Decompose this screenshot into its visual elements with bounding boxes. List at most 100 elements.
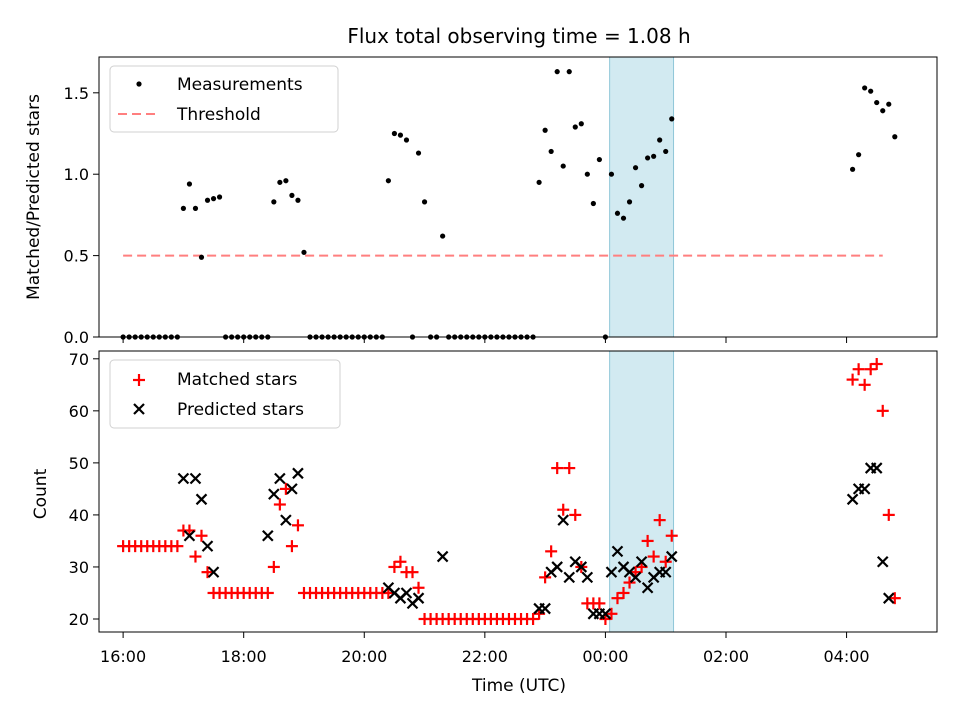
measurement-point: [566, 69, 572, 75]
predicted-star-point: [581, 571, 594, 584]
matched-star-point: [876, 404, 889, 417]
predicted-star-point: [400, 587, 413, 599]
matched-star-point: [653, 514, 666, 527]
matched-star-point: [273, 498, 286, 511]
matched-star-point: [394, 555, 407, 568]
matched-star-point: [201, 566, 214, 579]
matched-star-point: [267, 560, 280, 573]
matched-star-point: [882, 508, 895, 521]
bottom-y-ticks: 20 30 40 50 60 70: [69, 350, 99, 629]
legend-marker-measurements: [136, 81, 142, 87]
x-tick-label: 04:00: [824, 647, 870, 666]
y-tick-label: 70: [69, 350, 89, 369]
x-tick-label: 18:00: [221, 647, 267, 666]
matched-star-point: [261, 586, 274, 599]
predicted-star-point: [436, 550, 449, 563]
count-points: [117, 358, 901, 625]
measurement-point: [210, 196, 217, 202]
matched-star-point: [291, 519, 304, 532]
y-tick-label: 1.0: [64, 165, 89, 184]
matched-star-point: [527, 612, 540, 625]
measurement-point: [596, 156, 602, 163]
measurement-point: [301, 249, 307, 255]
bottom-legend: Matched stars Predicted stars: [109, 359, 341, 429]
matched-star-point: [846, 373, 859, 386]
matched-star-point: [870, 358, 883, 371]
matched-star-point: [647, 550, 660, 563]
predicted-star-point: [412, 592, 425, 604]
predicted-star-point: [605, 566, 618, 578]
x-tick-label: 20:00: [341, 647, 387, 666]
legend-label-measurements: Measurements: [177, 75, 303, 95]
predicted-star-point: [207, 566, 220, 578]
measurement-point: [421, 199, 428, 205]
predicted-star-point: [189, 472, 202, 485]
matched-star-point: [605, 607, 618, 620]
predicted-star-point: [563, 571, 576, 584]
measurement-point: [620, 215, 627, 221]
predicted-star-point: [201, 540, 214, 552]
bottom-xlabel: Time (UTC): [471, 676, 566, 696]
measurement-point: [886, 101, 892, 107]
measurement-point: [608, 171, 615, 177]
top-x-ticks: [122, 337, 848, 343]
measurement-point: [638, 183, 645, 189]
predicted-star-point: [635, 555, 648, 568]
measurement-point: [440, 233, 446, 239]
measurement-point: [614, 210, 621, 216]
y-tick-label: 50: [69, 454, 89, 473]
measurement-point: [204, 197, 211, 203]
predicted-star-point: [870, 462, 883, 474]
predicted-star-point: [599, 608, 612, 620]
matched-star-point: [659, 555, 672, 568]
predicted-star-point: [557, 514, 569, 526]
matched-star-point: [665, 529, 678, 542]
predicted-star-point: [611, 545, 624, 558]
measurement-point: [554, 69, 560, 75]
matched-star-point: [864, 363, 877, 376]
matched-star-point: [545, 545, 558, 558]
predicted-star-point: [876, 555, 889, 568]
measurement-point: [295, 197, 301, 203]
bottom-panel: 20 30 40 50 60 70 16:00 18:00 20:00 22:00 00:00 02…: [31, 350, 938, 696]
measurement-point: [578, 121, 584, 127]
predicted-star-point: [882, 592, 895, 604]
measurement-point: [397, 132, 404, 138]
legend-marker-matched: [133, 374, 145, 386]
measurement-point: [880, 108, 886, 114]
matched-star-point: [641, 534, 654, 547]
matched-star-point: [888, 592, 901, 605]
predicted-star-point: [659, 566, 672, 578]
y-tick-label: 20: [69, 610, 89, 629]
measurement-point: [542, 127, 548, 133]
matched-star-point: [551, 462, 564, 475]
predicted-star-point: [274, 472, 286, 485]
measurement-point: [669, 116, 675, 122]
measurement-point: [892, 134, 898, 140]
bottom-shaded-span: [609, 350, 675, 633]
top-ylabel: Matched/Predicted stars: [24, 94, 44, 300]
matched-star-point: [285, 540, 298, 553]
predicted-star-point: [177, 472, 190, 485]
measurement-point: [180, 205, 187, 211]
measurement-point: [849, 166, 856, 172]
measurement-point: [415, 150, 422, 156]
bottom-plot-frame: [98, 350, 938, 633]
top-y-ticks: 0.0 0.5 1.0 1.5: [64, 84, 99, 347]
measurement-point: [590, 200, 596, 207]
measurement-point: [271, 199, 277, 205]
predicted-star-point: [846, 493, 859, 506]
measurement-point: [651, 153, 657, 159]
legend-label-threshold: Threshold: [176, 105, 261, 125]
measurement-point: [663, 148, 669, 155]
matched-star-point: [406, 566, 419, 579]
matched-star-point: [852, 363, 865, 376]
measurement-point: [584, 171, 590, 177]
measurement-point: [536, 179, 542, 185]
measurement-point: [391, 130, 398, 137]
predicted-star-point: [183, 529, 196, 542]
measurement-point: [289, 192, 295, 198]
measurement-point: [548, 148, 554, 155]
x-tick-label: 02:00: [703, 647, 749, 666]
